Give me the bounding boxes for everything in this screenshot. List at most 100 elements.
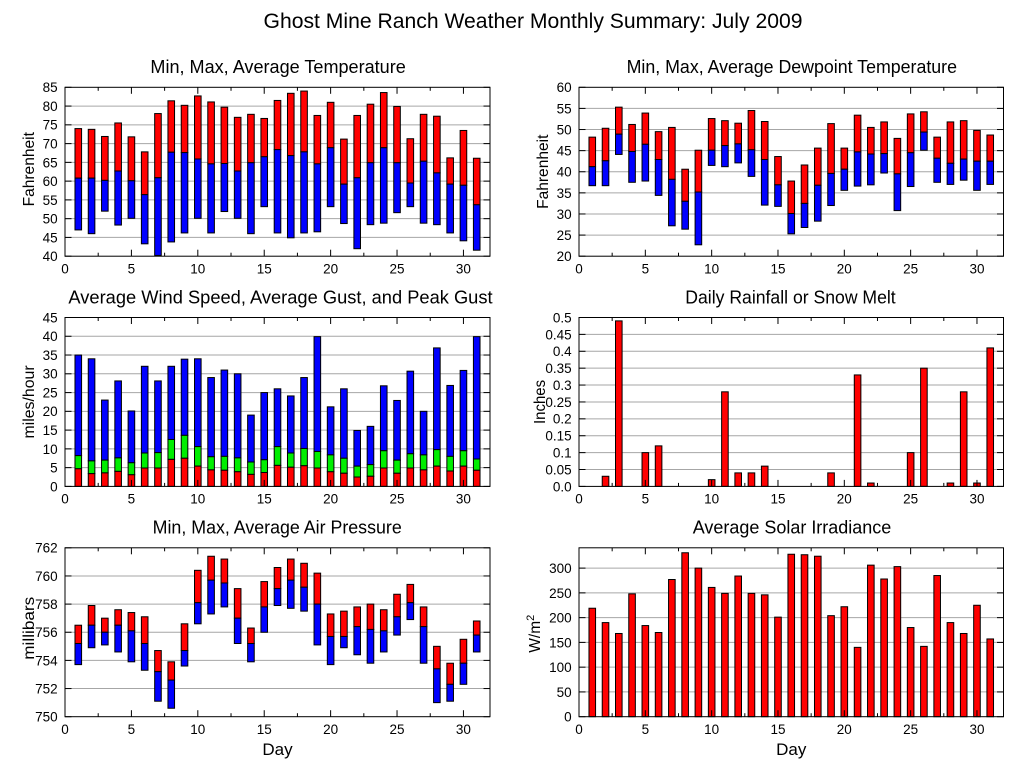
svg-text:0.3: 0.3	[553, 378, 572, 393]
svg-text:50: 50	[557, 685, 572, 700]
svg-text:Min, Max, Average Air Pressure: Min, Max, Average Air Pressure	[153, 518, 402, 538]
svg-text:0: 0	[575, 262, 583, 277]
svg-text:Daily Rainfall or Snow Melt: Daily Rainfall or Snow Melt	[685, 287, 895, 307]
svg-text:20: 20	[837, 492, 852, 507]
svg-text:0.1: 0.1	[553, 446, 572, 461]
svg-text:45: 45	[43, 310, 58, 325]
svg-text:300: 300	[549, 561, 572, 576]
svg-text:50: 50	[43, 212, 58, 227]
svg-text:Fahrenheit: Fahrenheit	[535, 134, 552, 209]
svg-text:756: 756	[35, 625, 58, 640]
svg-text:Day: Day	[776, 740, 807, 759]
svg-text:0: 0	[61, 262, 69, 277]
svg-text:5: 5	[128, 262, 136, 277]
svg-text:25: 25	[903, 722, 918, 737]
svg-text:5: 5	[50, 461, 58, 476]
svg-text:0.35: 0.35	[545, 361, 571, 376]
svg-text:15: 15	[257, 722, 272, 737]
svg-text:10: 10	[190, 492, 205, 507]
svg-text:5: 5	[128, 722, 136, 737]
svg-text:45: 45	[43, 230, 58, 245]
svg-text:40: 40	[43, 249, 58, 264]
svg-text:30: 30	[969, 722, 984, 737]
svg-text:85: 85	[43, 80, 58, 95]
svg-text:20: 20	[43, 404, 58, 419]
svg-text:0: 0	[50, 479, 58, 494]
svg-text:25: 25	[43, 385, 58, 400]
svg-text:Min, Max, Average Temperature: Min, Max, Average Temperature	[150, 57, 405, 77]
svg-text:miles/hour: miles/hour	[21, 365, 38, 438]
svg-text:150: 150	[549, 635, 572, 650]
svg-text:10: 10	[190, 262, 205, 277]
svg-text:0.5: 0.5	[553, 310, 572, 325]
svg-text:750: 750	[35, 710, 58, 725]
svg-text:15: 15	[257, 492, 272, 507]
svg-text:80: 80	[43, 99, 58, 114]
svg-text:35: 35	[557, 186, 572, 201]
svg-text:30: 30	[969, 492, 984, 507]
svg-text:20: 20	[557, 249, 572, 264]
svg-text:Inches: Inches	[532, 380, 549, 424]
svg-text:5: 5	[642, 722, 650, 737]
svg-text:45: 45	[557, 144, 572, 159]
svg-text:30: 30	[969, 262, 984, 277]
svg-text:10: 10	[43, 442, 58, 457]
svg-text:0.05: 0.05	[545, 462, 571, 477]
svg-text:250: 250	[549, 586, 572, 601]
svg-text:0.2: 0.2	[553, 412, 572, 427]
svg-text:25: 25	[903, 262, 918, 277]
svg-text:15: 15	[770, 492, 785, 507]
svg-text:Fahrenheit: Fahrenheit	[21, 131, 38, 206]
svg-text:30: 30	[43, 367, 58, 382]
svg-text:40: 40	[557, 165, 572, 180]
svg-text:0: 0	[564, 710, 572, 725]
svg-text:75: 75	[43, 118, 58, 133]
svg-text:0: 0	[575, 492, 583, 507]
svg-text:30: 30	[456, 262, 471, 277]
svg-text:10: 10	[704, 722, 719, 737]
svg-text:Average Solar Irradiance: Average Solar Irradiance	[693, 518, 892, 538]
svg-text:15: 15	[770, 722, 785, 737]
svg-text:30: 30	[456, 722, 471, 737]
svg-text:20: 20	[323, 262, 338, 277]
svg-text:15: 15	[43, 423, 58, 438]
svg-text:40: 40	[43, 329, 58, 344]
svg-text:10: 10	[704, 492, 719, 507]
svg-text:25: 25	[390, 492, 405, 507]
svg-text:15: 15	[257, 262, 272, 277]
svg-text:0.4: 0.4	[553, 344, 572, 359]
svg-text:200: 200	[549, 611, 572, 626]
svg-text:Average Wind Speed, Average Gu: Average Wind Speed, Average Gust, and Pe…	[68, 287, 492, 307]
svg-text:60: 60	[43, 174, 58, 189]
svg-text:15: 15	[770, 262, 785, 277]
svg-text:millibars: millibars	[21, 596, 38, 659]
svg-text:5: 5	[128, 492, 136, 507]
svg-text:65: 65	[43, 155, 58, 170]
svg-text:5: 5	[642, 262, 650, 277]
svg-text:Day: Day	[262, 740, 293, 759]
svg-text:0.45: 0.45	[545, 327, 571, 342]
svg-text:55: 55	[43, 193, 58, 208]
svg-text:Ghost Mine Ranch Weather Month: Ghost Mine Ranch Weather Monthly Summary…	[264, 10, 803, 33]
svg-text:0: 0	[61, 722, 69, 737]
svg-text:55: 55	[557, 101, 572, 116]
svg-text:0: 0	[575, 722, 583, 737]
svg-text:W/m2: W/m2	[525, 615, 544, 653]
svg-text:60: 60	[557, 80, 572, 95]
svg-text:0.0: 0.0	[553, 479, 572, 494]
svg-text:0.15: 0.15	[545, 429, 571, 444]
svg-text:754: 754	[35, 653, 58, 668]
svg-text:0.25: 0.25	[545, 395, 571, 410]
svg-text:760: 760	[35, 569, 58, 584]
svg-text:30: 30	[456, 492, 471, 507]
svg-text:35: 35	[43, 348, 58, 363]
svg-text:10: 10	[704, 262, 719, 277]
svg-text:70: 70	[43, 137, 58, 152]
svg-text:752: 752	[35, 681, 58, 696]
svg-text:25: 25	[390, 262, 405, 277]
svg-text:Min, Max, Average Dewpoint Tem: Min, Max, Average Dewpoint Temperature	[627, 57, 957, 77]
svg-text:762: 762	[35, 541, 58, 556]
svg-text:5: 5	[642, 492, 650, 507]
svg-text:0: 0	[61, 492, 69, 507]
svg-text:20: 20	[323, 722, 338, 737]
